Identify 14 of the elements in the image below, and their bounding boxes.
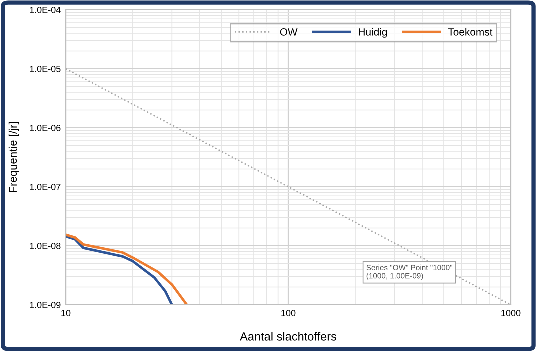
x-tick-label: 1000 xyxy=(502,310,521,316)
y-tick-label: 1.0E-08 xyxy=(30,242,61,250)
legend-label: Toekomst xyxy=(448,28,493,36)
y-axis-title: Frequentie [/jr] xyxy=(8,122,20,192)
legend-label: Huidig xyxy=(359,28,388,38)
y-tick-label: 1.0E-07 xyxy=(30,184,61,190)
legend-label: OW xyxy=(280,28,298,36)
x-axis-title: Aantal slachtoffers xyxy=(240,332,337,341)
x-tick-label: 100 xyxy=(282,310,296,316)
y-tick-label: 1.0E-04 xyxy=(30,6,61,14)
y-tick-label: 1.0E-05 xyxy=(30,66,61,72)
x-tick-label: 10 xyxy=(62,310,71,316)
y-tick-label: 1.0E-06 xyxy=(30,124,61,132)
y-tick-label: 1.0E-09 xyxy=(30,302,61,308)
